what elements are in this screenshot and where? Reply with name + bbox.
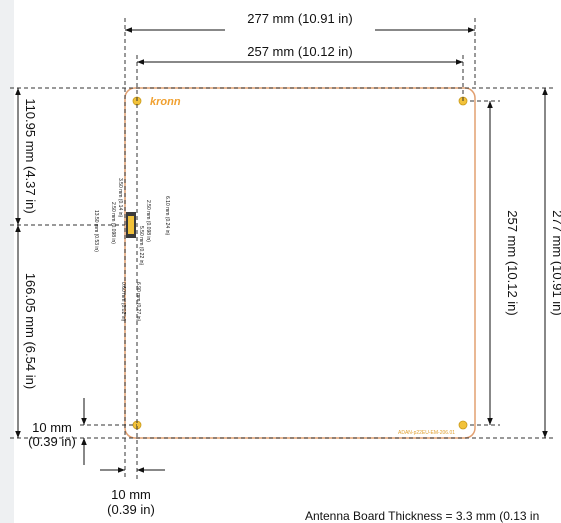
connector-dim-label: 2.50 mm (0.098 in) — [110, 202, 116, 244]
connector-dim-label: 3.50 mm (0.14 in) — [117, 178, 123, 218]
dim-label: 277 mm (10.91 in) — [550, 210, 561, 316]
dim-label: 277 mm (10.91 in) — [247, 11, 353, 26]
dim-label: 10 mm — [111, 487, 151, 502]
dim-label: (0.39 in) — [107, 502, 155, 517]
board-outline — [124, 87, 476, 439]
connector-dim-label: 6.10 mm (0.24 in) — [164, 196, 170, 236]
logo: kronn — [150, 96, 181, 108]
connector-dim-label: 6.90 mm (0.27 in) — [135, 282, 141, 322]
thickness-note: Antenna Board Thickness = 3.3 mm (0.13 i… — [305, 509, 539, 523]
connector-dim-label: 2.50 mm (0.098 in) — [145, 200, 151, 242]
label-bg — [225, 20, 375, 38]
dim-label: 110.95 mm (4.37 in) — [23, 98, 38, 213]
connector-dim-label: 13.50 mm (0.53 in) — [93, 210, 99, 252]
dim-label: (0.39 in) — [28, 434, 76, 449]
dim-label: 166.05 mm (6.54 in) — [23, 273, 38, 389]
connector-dim-label: 5.50 mm (0.22 in) — [138, 226, 144, 266]
connector-pad — [128, 216, 134, 234]
dim-label: 10 mm — [32, 420, 72, 435]
extension-lines — [10, 18, 555, 480]
dim-label: 257 mm (10.12 in) — [247, 44, 353, 59]
side-strip — [0, 0, 14, 523]
dim-label: 257 mm (10.12 in) — [505, 210, 520, 316]
connector-dim-label: 0.60 mm (0.02 in) — [120, 282, 126, 322]
part-number: ADAN-p22EU-EM-206.01 — [398, 430, 455, 436]
